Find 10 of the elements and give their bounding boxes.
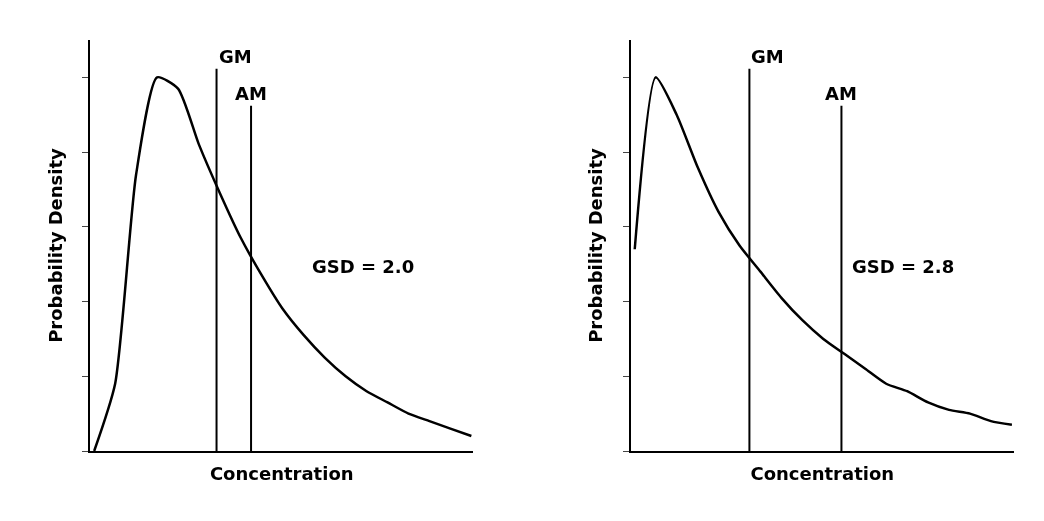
annotation: AM	[825, 83, 857, 104]
text: GM	[751, 46, 784, 67]
y-axis-title: Probability Density	[44, 147, 66, 343]
y-axis-title: Probability Density	[585, 147, 607, 343]
x-axis-title: Concentration	[750, 462, 895, 484]
annotation: AM	[235, 83, 267, 104]
text: GM	[219, 46, 252, 67]
x-axis-title: Concentration	[209, 462, 354, 484]
annotation: GSD = 2.0	[312, 256, 415, 277]
annotation: GSD = 2.8	[852, 256, 955, 277]
